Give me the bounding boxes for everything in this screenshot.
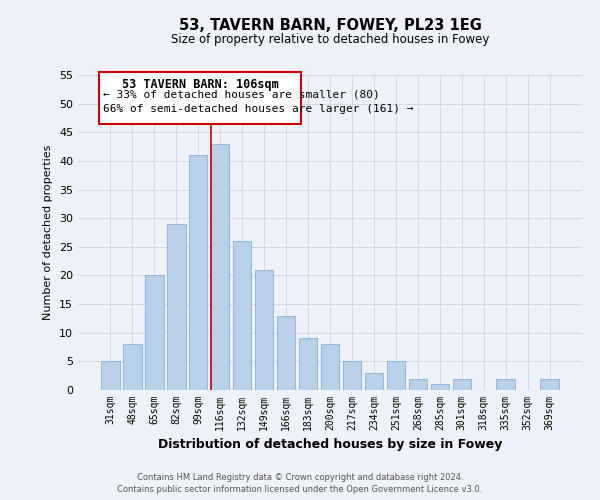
- Bar: [167, 224, 185, 390]
- Text: 66% of semi-detached houses are larger (161) →: 66% of semi-detached houses are larger (…: [103, 104, 413, 114]
- Text: 53 TAVERN BARN: 106sqm: 53 TAVERN BARN: 106sqm: [122, 78, 279, 91]
- Bar: [145, 276, 164, 390]
- Bar: [320, 344, 340, 390]
- Bar: [386, 362, 405, 390]
- Bar: [99, 72, 301, 124]
- Bar: [343, 362, 361, 390]
- Bar: [541, 378, 559, 390]
- Bar: [189, 155, 208, 390]
- Bar: [299, 338, 317, 390]
- Bar: [496, 378, 515, 390]
- Bar: [233, 241, 251, 390]
- Bar: [123, 344, 142, 390]
- Bar: [409, 378, 427, 390]
- Bar: [452, 378, 471, 390]
- Bar: [255, 270, 274, 390]
- Bar: [211, 144, 229, 390]
- Text: 53, TAVERN BARN, FOWEY, PL23 1EG: 53, TAVERN BARN, FOWEY, PL23 1EG: [179, 18, 481, 32]
- X-axis label: Distribution of detached houses by size in Fowey: Distribution of detached houses by size …: [158, 438, 502, 452]
- Text: ← 33% of detached houses are smaller (80): ← 33% of detached houses are smaller (80…: [103, 90, 379, 100]
- Text: Size of property relative to detached houses in Fowey: Size of property relative to detached ho…: [171, 32, 489, 46]
- Y-axis label: Number of detached properties: Number of detached properties: [43, 145, 53, 320]
- Text: Contains HM Land Registry data © Crown copyright and database right 2024.: Contains HM Land Registry data © Crown c…: [137, 473, 463, 482]
- Bar: [277, 316, 295, 390]
- Bar: [365, 373, 383, 390]
- Text: Contains public sector information licensed under the Open Government Licence v3: Contains public sector information licen…: [118, 486, 482, 494]
- Bar: [101, 362, 119, 390]
- Bar: [431, 384, 449, 390]
